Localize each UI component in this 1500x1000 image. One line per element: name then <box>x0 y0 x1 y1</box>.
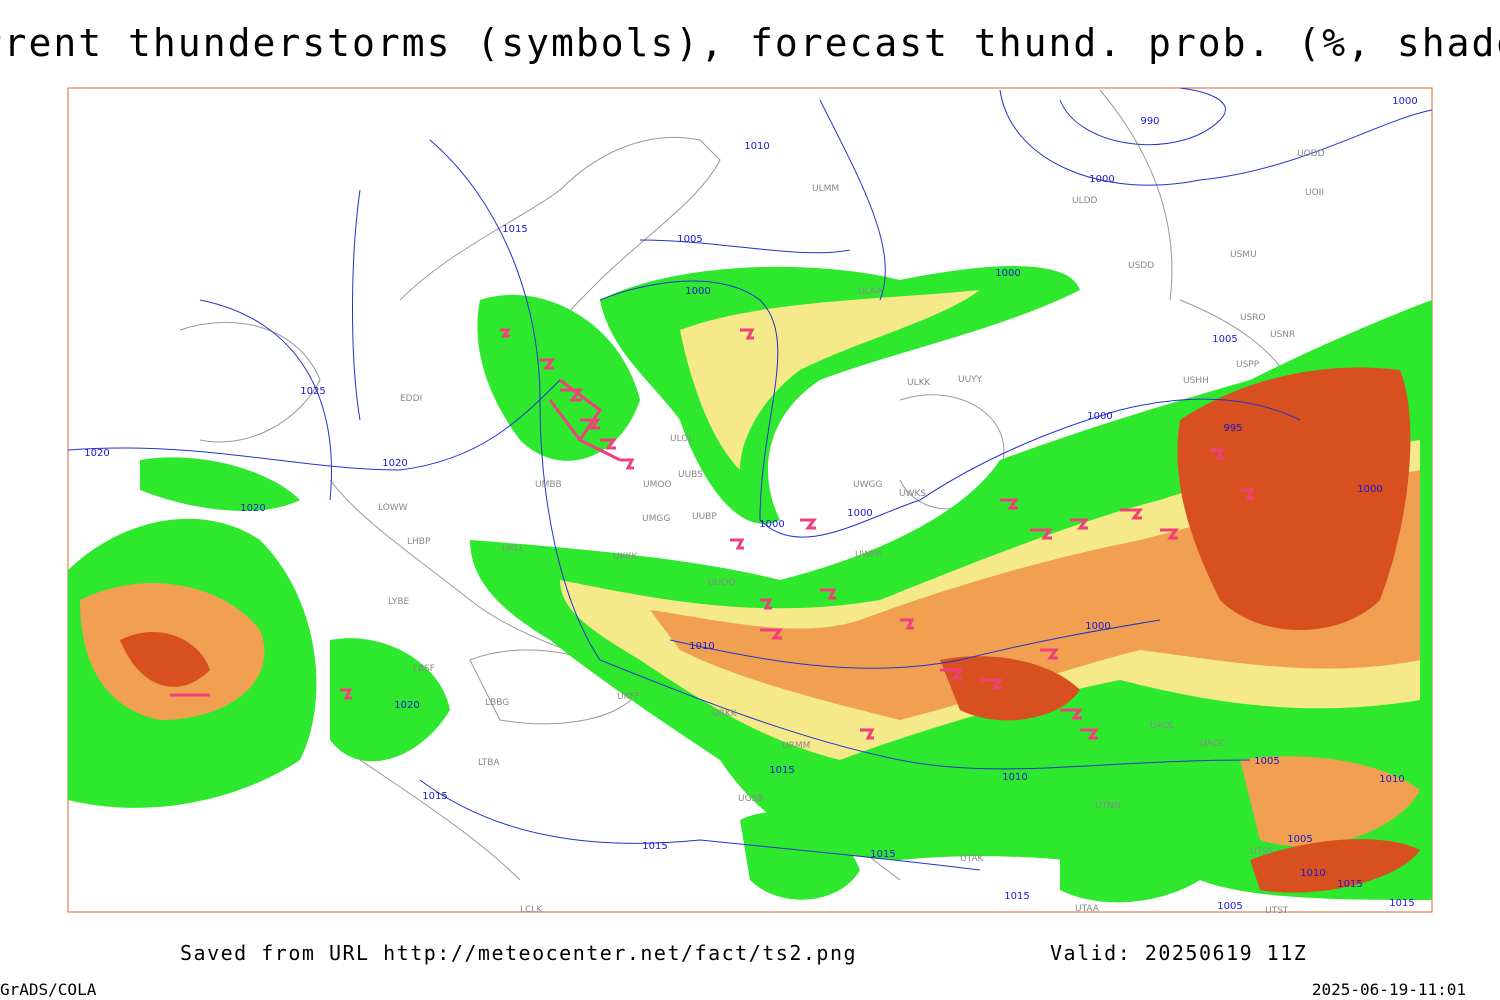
isobar-label: 1005 <box>1254 756 1279 767</box>
isobar-label: 1000 <box>1392 96 1417 107</box>
station-code: LOWW <box>378 503 408 513</box>
station-code: LTBA <box>478 758 500 768</box>
isobar-label: 1020 <box>394 700 419 711</box>
station-code: UWPP <box>855 550 882 560</box>
station-code: UODD <box>1297 149 1325 159</box>
station-code: URKK <box>712 709 738 719</box>
station-code: UKFF <box>617 692 640 702</box>
station-code: UMOO <box>643 480 672 490</box>
station-code: UGSB <box>738 794 763 804</box>
isobar-label: 1020 <box>84 448 109 459</box>
isobar-label: 1015 <box>642 841 667 852</box>
title: Current thunderstorms (symbols), forecas… <box>0 21 1500 65</box>
probability-shading <box>68 266 1432 903</box>
station-code: USRO <box>1240 313 1266 323</box>
isobar-label: 1015 <box>422 791 447 802</box>
isobar-label: 1015 <box>1004 891 1029 902</box>
valid-time: Valid: 20250619 11Z <box>1050 941 1307 965</box>
isobar-label: 1000 <box>1085 621 1110 632</box>
station-code: UWGG <box>853 480 882 490</box>
isobar-label: 1010 <box>1379 774 1404 785</box>
station-code: UMGG <box>642 514 670 524</box>
station-code: LHBP <box>407 537 431 547</box>
station-code: UTSS <box>1250 847 1274 857</box>
station-code: USNR <box>1270 330 1295 340</box>
isobar-label: 1005 <box>1287 834 1312 845</box>
isobar-label: 1020 <box>382 458 407 469</box>
station-code: ULKK <box>907 378 932 388</box>
station-code: UMBB <box>535 480 562 490</box>
station-code: ULAA <box>858 287 883 297</box>
station-code: USMU <box>1230 250 1257 260</box>
station-code: LBSF <box>413 664 435 674</box>
source-url: Saved from URL http://meteocenter.net/fa… <box>180 941 857 965</box>
station-code: USPP <box>1236 360 1260 370</box>
thunderstorm-symbols <box>170 328 1255 740</box>
isobar-label: 1005 <box>677 234 702 245</box>
station-code: UTST <box>1265 906 1289 916</box>
isobar-label: 1000 <box>1357 484 1382 495</box>
station-code: LYBE <box>388 597 409 607</box>
isobar-label: 1010 <box>744 141 769 152</box>
timestamp: 2025-06-19-11:01 <box>1312 980 1466 999</box>
station-code: UTNN <box>1095 801 1121 811</box>
station-code: USDD <box>1128 261 1154 271</box>
isobar-label: 1025 <box>300 386 325 397</box>
isobar-label: 1020 <box>240 503 265 514</box>
isobar-label: 1015 <box>769 765 794 776</box>
isobar-label: 1000 <box>995 268 1020 279</box>
isobar-label: 1010 <box>1300 868 1325 879</box>
isobar-label: 1015 <box>502 224 527 235</box>
isobar-label: 1010 <box>689 641 714 652</box>
station-code: ULDD <box>1072 196 1098 206</box>
software: GrADS/COLA <box>0 980 97 999</box>
station-code: UKLL <box>502 544 525 554</box>
isobar-label: 1000 <box>1089 174 1114 185</box>
station-code: UTAA <box>1075 904 1100 914</box>
station-code: UUOO <box>708 578 735 588</box>
isobar-label: 1005 <box>1217 901 1242 912</box>
station-code: UUBP <box>692 512 717 522</box>
station-code: UACC <box>1200 739 1225 749</box>
station-code: USHH <box>1183 376 1209 386</box>
isobar-label: 1000 <box>1087 411 1112 422</box>
isobar-label: 990 <box>1140 116 1159 127</box>
station-code: LBBG <box>485 698 509 708</box>
station-code: UUBS <box>678 470 703 480</box>
isobar-label: 995 <box>1223 423 1242 434</box>
station-code: EDDI <box>400 394 422 404</box>
station-code: ULOL <box>670 434 693 444</box>
isobar-label: 1000 <box>685 286 710 297</box>
station-code: UWKS <box>899 489 926 499</box>
isobars <box>67 87 1433 871</box>
station-code: UAOL <box>1150 721 1175 731</box>
station-code: UOII <box>1305 188 1324 198</box>
isobar-label: 1000 <box>847 508 872 519</box>
isobar-label: 1010 <box>1002 772 1027 783</box>
station-code: ULMM <box>812 184 839 194</box>
station-code: UUYY <box>958 375 983 385</box>
isobar-label: 1015 <box>1337 879 1362 890</box>
isobar-label: 1015 <box>1389 898 1414 909</box>
isobar-label: 1000 <box>759 519 784 530</box>
isobar-label: 1005 <box>1212 334 1237 345</box>
station-code: URMM <box>782 741 810 751</box>
map-area <box>67 87 1433 913</box>
station-code: UKKK <box>613 552 638 562</box>
station-code: LCLK <box>520 905 543 915</box>
station-code: UTAK <box>960 854 985 864</box>
isobar-label: 1015 <box>870 849 895 860</box>
